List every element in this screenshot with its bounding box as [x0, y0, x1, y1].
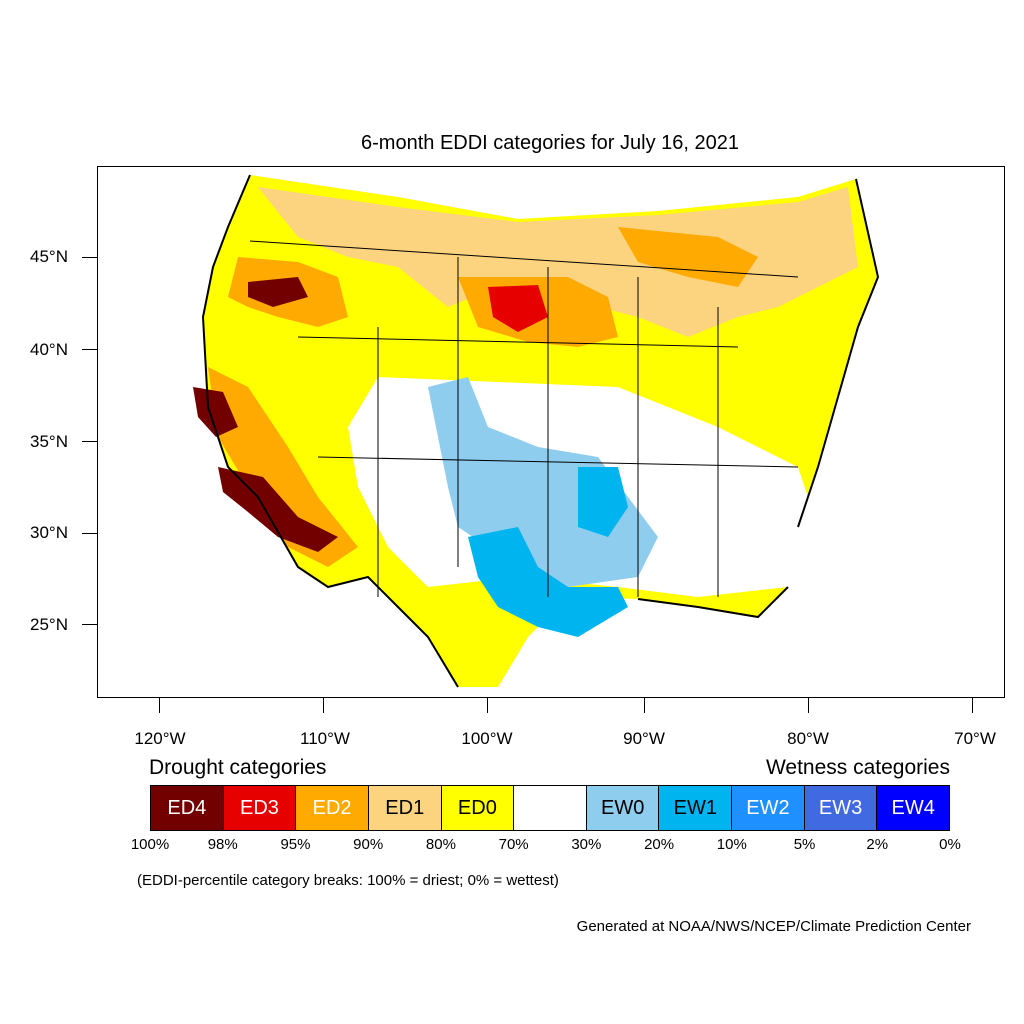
legend-swatch-ed2: ED2	[296, 786, 369, 830]
wetness-heading: Wetness categories	[765, 756, 950, 779]
legend-swatch-ew1: EW1	[659, 786, 733, 830]
lat-tick	[82, 257, 97, 258]
lon-tick	[808, 698, 809, 713]
lat-label-45: 45°N	[30, 247, 68, 266]
legend-break-label: 70%	[498, 836, 529, 853]
ed3-region-dakotas	[488, 285, 548, 332]
lon-label-110w: 110°W	[300, 729, 350, 748]
legend-swatch-ed1: ED1	[368, 786, 442, 830]
legend-break-label: 10%	[716, 836, 747, 853]
lat-tick	[82, 349, 97, 350]
legend-swatch-ew3: EW3	[804, 786, 878, 830]
legend-break-label: 100%	[130, 836, 170, 853]
legend-swatch-ed3: ED3	[223, 786, 297, 830]
map-title: 6-month EDDI categories for July 16, 202…	[361, 132, 739, 154]
state-boundaries	[249, 240, 799, 597]
lat-label-35: 35°N	[30, 432, 68, 451]
breaks-note: (EDDI-percentile category breaks: 100% =…	[137, 872, 559, 889]
ed4-region-oregon	[248, 277, 308, 307]
lat-tick	[82, 624, 97, 625]
lat-tick	[82, 441, 97, 442]
legend-swatch-ew0: EW0	[586, 786, 660, 830]
legend-break-label: 80%	[425, 836, 456, 853]
legend-break-label: 98%	[207, 836, 238, 853]
lon-label-100w: 100°W	[461, 729, 513, 748]
drought-heading: Drought categories	[149, 756, 327, 779]
credit-line: Generated at NOAA/NWS/NCEP/Climate Predi…	[576, 918, 971, 935]
legend-break-label: 0%	[939, 836, 961, 853]
lon-label-80w: 80°W	[787, 729, 829, 748]
lon-tick	[159, 698, 160, 713]
legend-break-label: 5%	[793, 836, 816, 853]
legend-break-label: 90%	[353, 836, 384, 853]
lon-tick	[323, 698, 324, 713]
lat-label-25: 25°N	[30, 615, 68, 634]
legend-colorbar: ED4 ED3 ED2 ED1 ED0 EW0 EW1 EW2 EW3 EW4	[150, 785, 950, 831]
legend-swatch-normal	[514, 786, 587, 830]
map-panel	[97, 166, 1005, 698]
lon-tick	[487, 698, 488, 713]
lat-label-30: 30°N	[30, 523, 68, 542]
legend-break-label: 30%	[571, 836, 602, 853]
lon-tick	[972, 698, 973, 713]
ed4-region-california	[193, 387, 238, 437]
ed2-region-california	[208, 367, 358, 567]
legend-break-label: 2%	[866, 836, 889, 853]
legend-break-label: 20%	[644, 836, 675, 853]
eddi-map	[193, 174, 880, 688]
lon-label-120w: 120°W	[134, 729, 186, 748]
lat-tick	[82, 533, 97, 534]
legend-swatch-ed0: ED0	[441, 786, 515, 830]
legend-swatch-ew2: EW2	[732, 786, 805, 830]
coastlines	[201, 174, 880, 688]
legend-break-label: 95%	[280, 836, 311, 853]
lon-label-70w: 70°W	[954, 729, 996, 748]
ew1-region-mississippi	[578, 467, 628, 537]
lon-label-90w: 90°W	[623, 729, 665, 748]
lon-tick	[644, 698, 645, 713]
legend-swatch-ed4: ED4	[151, 786, 224, 830]
ed1-region-north	[258, 187, 858, 337]
lat-label-40: 40°N	[30, 340, 68, 359]
legend-swatch-ew4: EW4	[877, 786, 950, 830]
